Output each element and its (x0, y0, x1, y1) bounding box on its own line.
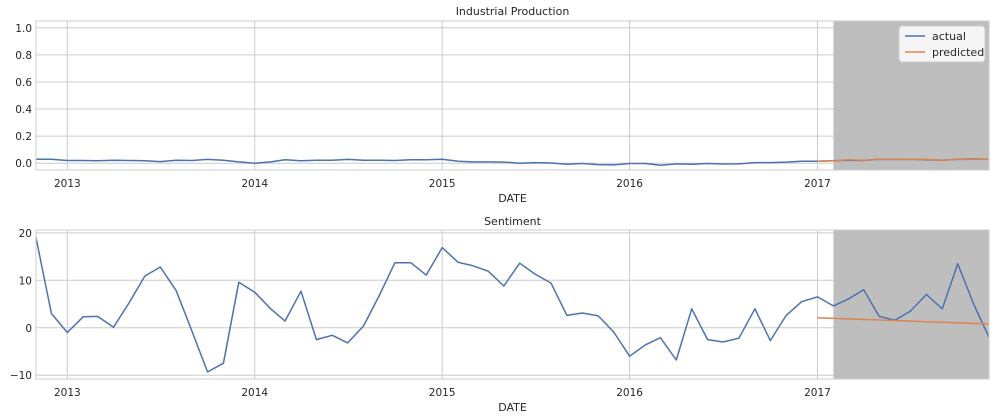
y-tick-label: 0.2 (15, 131, 32, 143)
industrial-production-panel: Industrial Production DATE 0.0 0.2 0.4 0.6 0… (15, 5, 990, 205)
industrial-production-predicted-line (817, 158, 989, 162)
x-tick-label: 2016 (616, 178, 643, 190)
y-tick-label: 0.4 (15, 104, 32, 116)
y-tick-label: 0 (25, 323, 32, 335)
x-tick-label: 2014 (241, 178, 268, 190)
x-tick-label: 2013 (54, 387, 81, 399)
x-tick-label: 2013 (54, 178, 81, 190)
plot-frame (35, 20, 990, 171)
x-tick-label: 2017 (804, 387, 831, 399)
chart-title: Sentiment (484, 215, 542, 228)
legend-label-actual: actual (932, 30, 966, 43)
y-tick-label: 1.0 (15, 23, 32, 35)
sentiment-panel: Sentiment DATE −10 0 10 20 2013 2014 2015 2016 2… (10, 215, 990, 414)
x-axis-label: DATE (498, 192, 527, 205)
legend-label-predicted: predicted (932, 46, 984, 59)
x-tick-label: 2014 (241, 387, 268, 399)
y-tick-label: 0.6 (15, 77, 32, 89)
sentiment-predicted-line (817, 317, 990, 325)
plot-area (35, 20, 990, 171)
y-tick-label: 0.8 (15, 50, 32, 62)
gridlines (36, 21, 989, 170)
legend-box (898, 25, 986, 63)
x-tick-label: 2016 (616, 387, 643, 399)
x-tick-label: 2015 (429, 387, 456, 399)
y-tick-label: 0.0 (15, 158, 32, 170)
chart-title: Industrial Production (456, 5, 570, 18)
x-axis-label: DATE (498, 401, 527, 414)
gridlines (36, 230, 989, 379)
sentiment-actual-line (35, 237, 990, 373)
y-tick-label: 20 (19, 228, 32, 240)
legend: actual predicted (898, 25, 986, 63)
plot-frame (35, 229, 990, 380)
y-tick-label: −10 (10, 370, 32, 382)
forecast-shaded-region (833, 230, 989, 379)
y-tick-label: 10 (19, 275, 32, 287)
x-tick-label: 2015 (429, 178, 456, 190)
x-tick-label: 2017 (804, 178, 831, 190)
